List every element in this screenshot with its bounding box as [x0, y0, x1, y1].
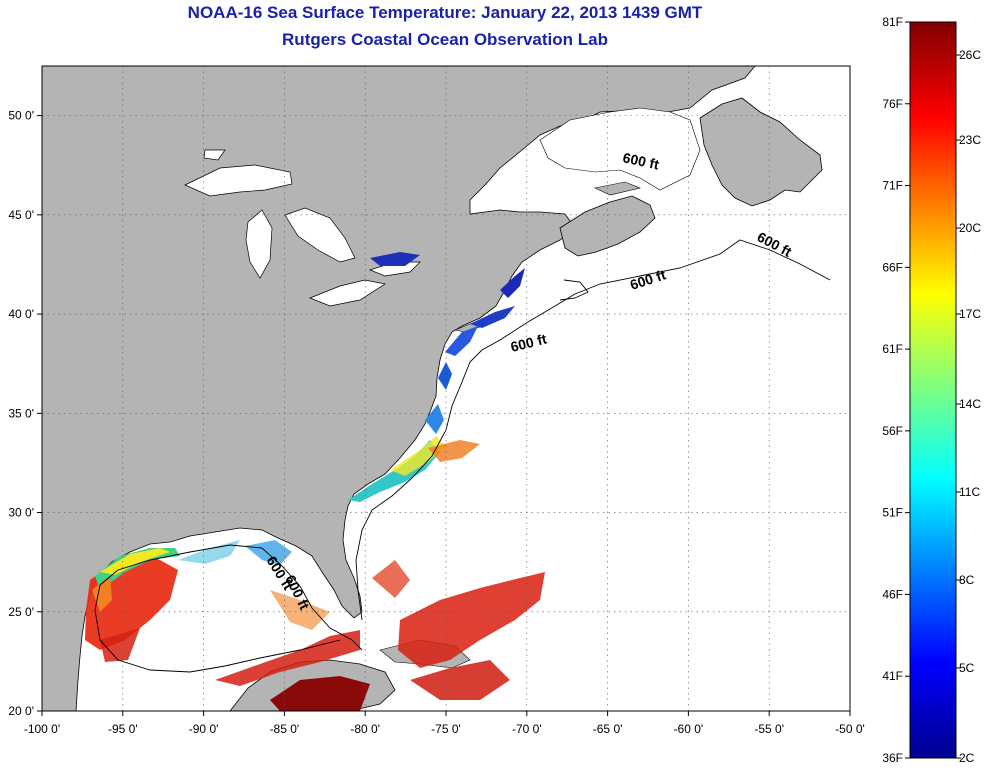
colorbar-c-label: 26C: [959, 48, 981, 62]
colorbar-f-label: 41F: [882, 669, 903, 683]
gulf-of-st-lawrence: [539, 107, 701, 191]
isobath-600ft: [94, 239, 831, 673]
lat-tick-label: 20 0': [8, 704, 34, 718]
colorbar-c-label: 17C: [959, 307, 981, 321]
colorbar-f-label: 81F: [882, 15, 903, 29]
colorbar-c-label: 23C: [959, 133, 981, 147]
isobath-label: 600 ft: [621, 149, 660, 172]
lon-tick-label: -75 0': [431, 722, 461, 736]
longitude-axis: -100 0' -95 0' -90 0' -85 0' -80 0' -75 0' -70…: [24, 711, 865, 736]
lon-tick-label: -90 0': [189, 722, 219, 736]
lon-tick-label: -60 0': [674, 722, 704, 736]
colorbar-f-label: 76F: [882, 97, 903, 111]
colorbar-f-label: 71F: [882, 179, 903, 193]
colorbar-f-label: 46F: [882, 587, 903, 601]
lat-tick-label: 25 0': [8, 605, 34, 619]
lon-tick-label: -95 0': [108, 722, 138, 736]
colorbar-c-label: 8C: [959, 573, 975, 587]
colorbar-f-label: 51F: [882, 506, 903, 520]
colorbar-c-label: 20C: [959, 221, 981, 235]
colorbar-c-label: 5C: [959, 661, 975, 675]
map-title: NOAA-16 Sea Surface Temperature: January…: [187, 3, 703, 22]
lon-tick-label: -55 0': [754, 722, 784, 736]
lat-tick-label: 35 0': [8, 406, 34, 420]
lat-tick-label: 50 0': [8, 109, 34, 123]
colorbar-f-label: 36F: [882, 751, 903, 765]
colorbar-f-label: 66F: [882, 260, 903, 274]
sst-data-layer: [85, 252, 545, 711]
colorbar-f-label: 61F: [882, 342, 903, 356]
colorbar: [909, 21, 957, 759]
great-lakes: [184, 149, 421, 307]
lon-tick-label: -70 0': [512, 722, 542, 736]
lon-tick-label: -80 0': [350, 722, 380, 736]
north-america-land: [42, 66, 756, 711]
map-subtitle: Rutgers Coastal Ocean Observation Lab: [282, 30, 608, 49]
lat-tick-label: 45 0': [8, 208, 34, 222]
lat-tick-label: 40 0': [8, 307, 34, 321]
lon-tick-label: -100 0': [24, 722, 60, 736]
colorbar-ticks: 81F 76F 71F 66F 61F 56F 51F 46F 41F 36F 26C 23C 20C 1…: [882, 15, 981, 765]
colorbar-c-label: 11C: [959, 485, 980, 499]
prince-edward-island: [594, 181, 641, 196]
newfoundland-land: [699, 97, 823, 207]
colorbar-f-label: 56F: [882, 424, 903, 438]
lat-tick-label: 30 0': [8, 506, 34, 520]
latitude-axis: 20 0' 25 0' 30 0' 35 0' 40 0' 45 0' 50 0': [8, 109, 42, 718]
colorbar-c-label: 2C: [959, 751, 975, 765]
lon-tick-label: -65 0': [593, 722, 623, 736]
colorbar-c-label: 14C: [959, 397, 981, 411]
lon-tick-label: -85 0': [270, 722, 300, 736]
lon-tick-label: -50 0': [835, 722, 865, 736]
